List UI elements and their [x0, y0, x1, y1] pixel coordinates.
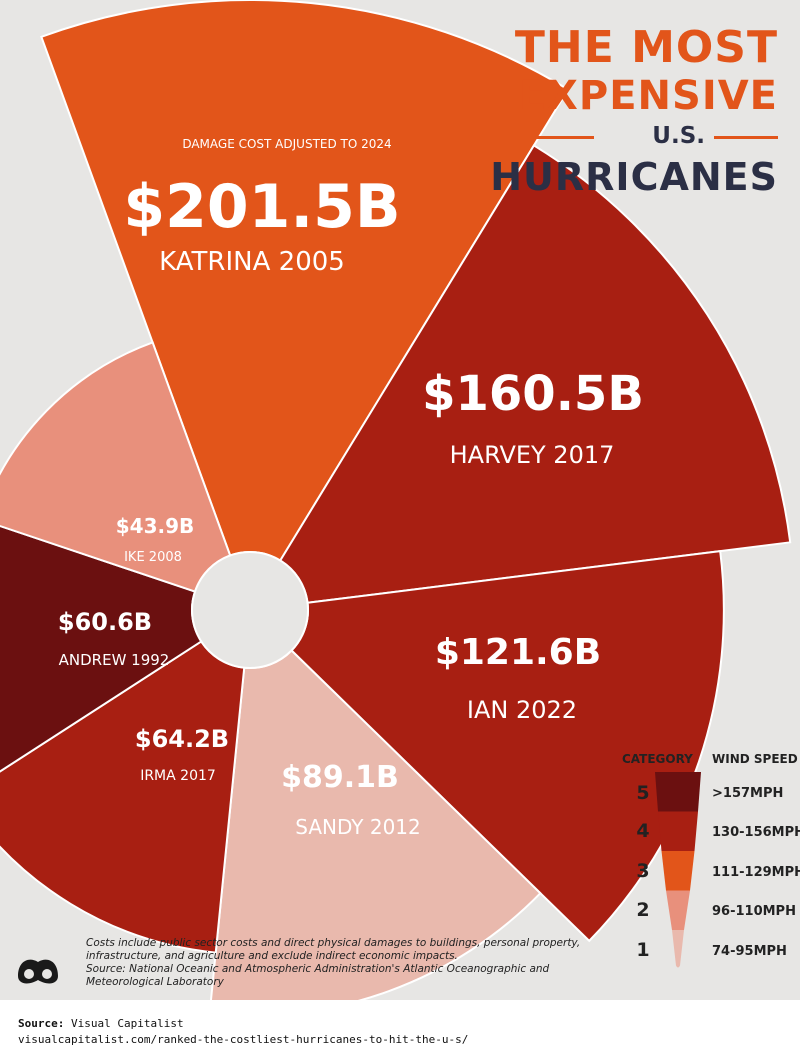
title-line-1: THE MOST — [514, 22, 778, 73]
legend-category-5: 5 — [636, 782, 650, 804]
value-label-ike: $43.9B — [116, 514, 195, 538]
chart-annotation: DAMAGE COST ADJUSTED TO 2024 — [182, 137, 391, 151]
name-label-harvey: HARVEY 2017 — [450, 441, 615, 469]
name-label-ian: IAN 2022 — [467, 696, 577, 724]
visual-capitalist-logo — [14, 950, 62, 988]
legend-wind-5: >157MPH — [712, 786, 784, 801]
legend-swatch-cat2 — [666, 890, 690, 930]
title-line-4: HURRICANES — [490, 155, 778, 199]
footnote-source: Source: National Oceanic and Atmospheric… — [86, 963, 550, 988]
name-label-irma: IRMA 2017 — [140, 768, 216, 784]
legend-wind-3: 111-129MPH — [712, 865, 800, 880]
infographic-poster: DAMAGE COST ADJUSTED TO 2024 $201.5B KAT… — [0, 0, 800, 1000]
label-group: DAMAGE COST ADJUSTED TO 2024 $201.5B KAT… — [58, 137, 644, 839]
source-line: Source: Visual Capitalist — [18, 1017, 184, 1030]
name-label-andrew: ANDREW 1992 — [59, 651, 170, 669]
legend-wind-header: WIND SPEED — [712, 752, 798, 766]
legend-swatch-cat4 — [658, 811, 698, 851]
source-label: Source: — [18, 1017, 65, 1030]
footnote-text: Costs include public sector costs and di… — [86, 937, 581, 962]
name-label-ike: IKE 2008 — [124, 550, 182, 565]
value-label-sandy: $89.1B — [281, 760, 399, 795]
value-label-katrina: $201.5B — [123, 172, 400, 242]
legend-category-header: CATEGORY — [622, 752, 693, 766]
value-label-ian: $121.6B — [435, 632, 601, 673]
legend-wind-2: 96-110MPH — [712, 904, 796, 919]
legend-swatch-cat5 — [655, 772, 701, 812]
legend-category-3: 3 — [636, 860, 650, 882]
legend-category-1: 1 — [636, 939, 650, 961]
legend-wind-1: 74-95MPH — [712, 944, 787, 959]
legend-swatch-cat3 — [661, 851, 695, 891]
center-hole — [191, 551, 309, 669]
source-name: Visual Capitalist — [70, 1017, 184, 1030]
legend-funnel — [655, 772, 701, 968]
legend-swatch-cat1 — [672, 930, 684, 968]
title-line-2: EXPENSIVE — [518, 73, 778, 119]
legend-category-2: 2 — [636, 899, 650, 921]
name-label-sandy: SANDY 2012 — [295, 815, 421, 839]
legend-wind-4: 130-156MPH — [712, 825, 800, 840]
legend-category-4: 4 — [636, 820, 650, 842]
title-rule-left — [530, 136, 594, 139]
polar-bar-chart: DAMAGE COST ADJUSTED TO 2024 $201.5B KAT… — [0, 0, 792, 1000]
title-line-3: U.S. — [652, 123, 705, 149]
source-url: visualcapitalist.com/ranked-the-costlies… — [18, 1033, 469, 1046]
footnote: Costs include public sector costs and di… — [86, 937, 586, 989]
name-label-katrina: KATRINA 2005 — [159, 247, 345, 277]
value-label-harvey: $160.5B — [422, 366, 644, 422]
value-label-andrew: $60.6B — [58, 608, 152, 636]
value-label-irma: $64.2B — [135, 725, 229, 753]
title-rule-right — [714, 136, 778, 139]
